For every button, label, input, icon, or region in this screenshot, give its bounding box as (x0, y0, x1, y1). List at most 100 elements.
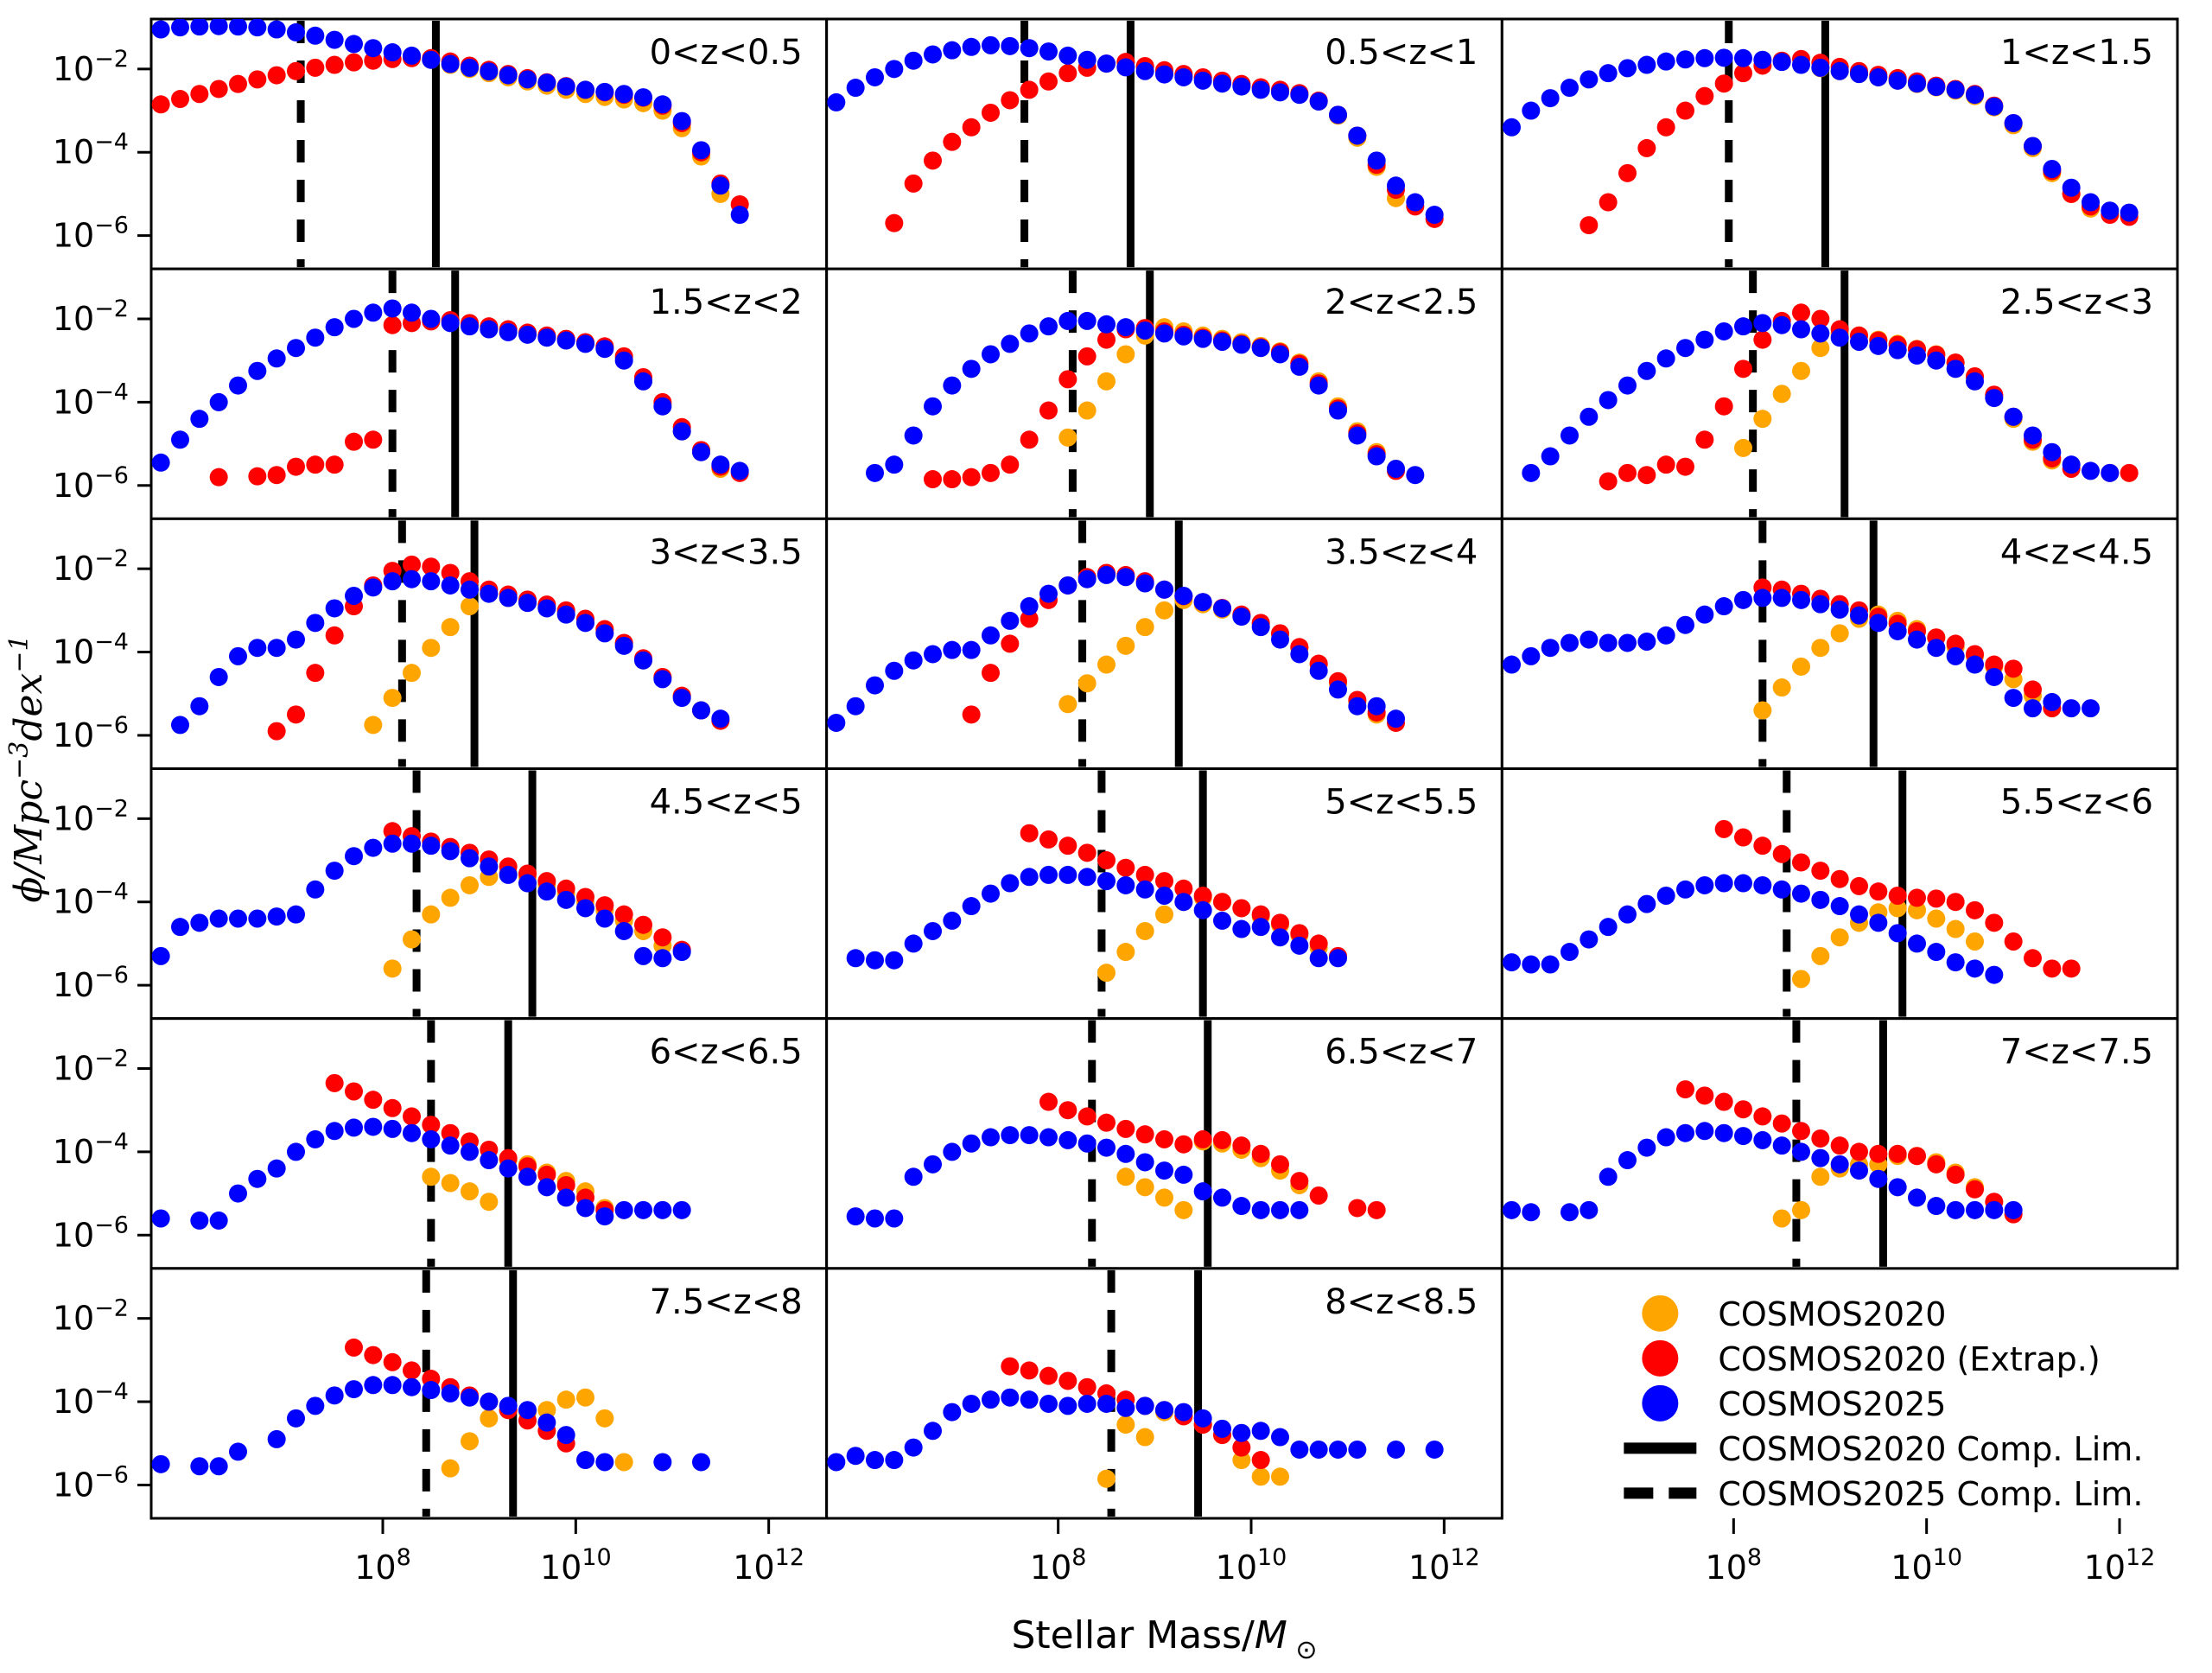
cosmos2020-extrap-points (1676, 1080, 2023, 1224)
data-point (1213, 74, 1231, 93)
data-point (1193, 1409, 1212, 1428)
data-point (2024, 949, 2042, 968)
data-point (1116, 858, 1135, 877)
data-point (325, 455, 344, 474)
data-point (1174, 1165, 1193, 1184)
data-point (383, 572, 402, 591)
data-point (383, 689, 402, 708)
y-tick-label: 10−2 (53, 296, 129, 338)
data-point (924, 645, 942, 664)
data-point (171, 716, 189, 735)
data-point (537, 1401, 556, 1420)
data-point (1097, 315, 1116, 334)
data-point (364, 1345, 383, 1364)
x-axis-group: 108 1010 1012 108 1010 1012 108 1010 1012 (354, 1518, 2155, 1587)
data-point (267, 466, 286, 485)
data-point (1155, 1401, 1173, 1420)
data-point (306, 1129, 325, 1148)
data-point (287, 457, 305, 476)
data-point (537, 1413, 556, 1432)
data-point (1077, 50, 1096, 69)
data-point (1888, 899, 1907, 918)
data-point (1309, 376, 1328, 395)
data-point (1020, 1390, 1039, 1409)
data-point (614, 1453, 633, 1472)
data-point (1985, 389, 2004, 408)
data-point (2004, 407, 2023, 426)
data-point (1695, 1086, 1714, 1105)
data-point (306, 58, 325, 77)
data-point (1850, 65, 1868, 84)
data-point (1174, 1200, 1193, 1219)
data-point (229, 376, 247, 395)
data-point (924, 921, 942, 940)
x-axis-title: Stellar Mass/M ⊙ (1012, 1613, 1318, 1665)
data-point (1232, 77, 1251, 96)
data-point (1772, 1209, 1791, 1228)
data-point (924, 45, 942, 64)
data-point (1676, 1080, 1694, 1099)
data-point (1213, 333, 1231, 352)
data-point (2043, 692, 2062, 711)
data-point (1193, 593, 1212, 612)
data-point (1695, 875, 1714, 894)
data-point (190, 1211, 209, 1230)
data-point (441, 1136, 460, 1155)
data-point (1637, 361, 1656, 380)
data-point (692, 442, 710, 461)
data-point (518, 1167, 537, 1186)
x-tick-label: 108 (1030, 1544, 1087, 1587)
data-point (730, 206, 749, 225)
data-point (1869, 1169, 1888, 1188)
data-point (1077, 347, 1096, 366)
data-point (209, 392, 228, 411)
data-point (306, 664, 325, 683)
data-point (1599, 64, 1618, 83)
panel-1_5_z_2: 1.5<z<2 (149, 267, 829, 520)
data-point (692, 141, 710, 160)
data-point (267, 1159, 286, 1178)
panel-frame (1500, 767, 2179, 1021)
data-point (634, 88, 652, 107)
data-point (1290, 924, 1309, 943)
data-point (1503, 1200, 1521, 1219)
data-point (499, 588, 518, 607)
data-point (653, 949, 672, 968)
data-point (345, 35, 363, 54)
data-point (962, 37, 981, 56)
legend-marker-dot (1642, 1339, 1679, 1377)
data-point (461, 58, 479, 77)
data-point (1656, 349, 1675, 368)
data-point (672, 689, 691, 708)
data-point (904, 1167, 923, 1186)
data-point (171, 918, 189, 937)
legend-label: COSMOS2020 Comp. Lim. (1718, 1430, 2143, 1468)
data-point (1753, 1107, 1772, 1126)
cosmos2020-extrap-points (1714, 819, 2081, 978)
panel-8_z_8_5: 8<z<8.5 (825, 1267, 1503, 1520)
data-point (403, 930, 421, 949)
data-point (1097, 372, 1116, 391)
data-point (1966, 372, 1984, 391)
data-point (1174, 1135, 1193, 1154)
data-point (634, 1200, 652, 1219)
data-point (1116, 568, 1135, 587)
data-point (1734, 1100, 1752, 1119)
panel-5_5_z_6: 5.5<z<6 (1500, 767, 2179, 1021)
data-point (480, 1193, 499, 1212)
data-point (556, 605, 575, 624)
data-point (943, 132, 962, 151)
data-point (345, 847, 363, 866)
data-point (1077, 674, 1096, 693)
legend-label: COSMOS2025 (1718, 1385, 1946, 1423)
data-point (576, 1199, 594, 1218)
data-point (846, 1207, 865, 1226)
data-point (1135, 321, 1154, 340)
data-point (1290, 1200, 1309, 1219)
y-tick-label: 10−6 (53, 1212, 129, 1254)
data-point (403, 664, 421, 683)
data-point (1676, 1123, 1694, 1142)
data-point (866, 1451, 884, 1470)
data-point (1155, 1161, 1173, 1180)
data-point (711, 709, 730, 728)
